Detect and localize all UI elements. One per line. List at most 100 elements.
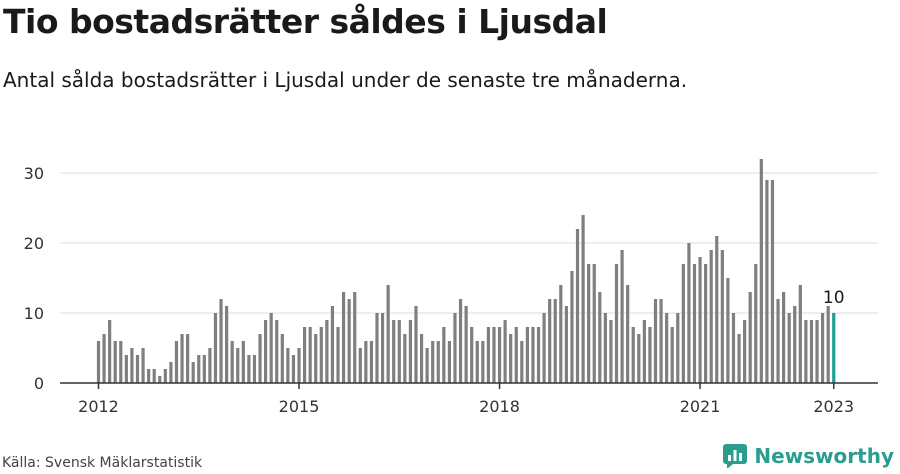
bar	[353, 292, 357, 383]
bar	[280, 334, 284, 383]
bar	[809, 320, 814, 383]
x-tick-label: 2018	[479, 397, 520, 416]
bar	[536, 327, 541, 383]
x-tick-label: 2021	[680, 397, 721, 416]
x-tick-label: 2015	[279, 397, 320, 416]
bar	[520, 341, 524, 383]
bar	[665, 313, 669, 383]
newsworthy-logo-icon	[723, 444, 748, 468]
bar	[709, 250, 713, 383]
bar	[102, 334, 106, 383]
bar	[442, 327, 446, 383]
bar	[826, 306, 830, 383]
bar	[96, 341, 101, 383]
bar	[141, 348, 145, 383]
bar	[369, 341, 374, 383]
bar	[431, 341, 435, 383]
bar	[592, 264, 596, 383]
bar	[180, 334, 184, 383]
bar	[754, 264, 758, 383]
bar	[458, 299, 463, 383]
bar	[793, 306, 797, 383]
bar	[720, 250, 724, 383]
bar	[291, 355, 296, 383]
highlight-value-label: 10	[823, 288, 845, 308]
bar	[419, 334, 424, 383]
bar	[286, 348, 290, 383]
bar	[770, 180, 775, 383]
highlight-bar	[832, 313, 836, 383]
y-tick-label: 10	[24, 304, 44, 323]
bar	[575, 229, 580, 383]
bar	[113, 341, 117, 383]
bar	[548, 299, 552, 383]
bar	[186, 334, 190, 383]
bar	[614, 264, 619, 383]
bar	[481, 341, 485, 383]
bar	[325, 320, 329, 383]
bar	[124, 355, 128, 383]
bar	[169, 362, 173, 383]
bar	[821, 313, 825, 383]
bar	[782, 292, 786, 383]
bar	[570, 271, 574, 383]
bar	[302, 327, 307, 383]
bar	[553, 299, 557, 383]
bar	[347, 299, 351, 383]
brand-name: Newsworthy	[754, 444, 894, 468]
bar	[659, 299, 663, 383]
bar	[486, 327, 490, 383]
bar	[269, 313, 273, 383]
x-tick-label: 2012	[78, 397, 119, 416]
chart-title: Tio bostadsrätter såldes i Ljusdal	[3, 2, 608, 41]
bar	[653, 299, 658, 383]
bar	[364, 341, 368, 383]
bar	[704, 264, 708, 383]
bar	[341, 292, 346, 383]
bar	[408, 320, 413, 383]
bar	[386, 285, 390, 383]
bar	[453, 313, 457, 383]
bar	[163, 369, 167, 383]
bar	[252, 355, 257, 383]
bar	[531, 327, 535, 383]
bar	[130, 348, 134, 383]
bar	[358, 348, 362, 383]
bars	[96, 159, 836, 383]
bar	[676, 313, 680, 383]
bar	[264, 320, 268, 383]
bar	[603, 313, 607, 383]
bar	[542, 313, 546, 383]
bar	[514, 327, 518, 383]
bar	[503, 320, 507, 383]
axes	[60, 382, 878, 389]
bar	[135, 355, 140, 383]
bar	[108, 320, 112, 383]
bar	[687, 243, 691, 383]
bar	[492, 327, 496, 383]
bar	[726, 278, 730, 383]
bar	[559, 285, 563, 383]
bar	[787, 313, 791, 383]
bar	[436, 341, 440, 383]
bar	[375, 313, 379, 383]
gridlines	[60, 172, 878, 314]
y-tick-label: 0	[34, 374, 44, 393]
bar	[470, 327, 474, 383]
bar	[425, 348, 429, 383]
bar	[297, 348, 301, 383]
bar	[525, 327, 529, 383]
bar	[236, 348, 240, 383]
bar	[798, 285, 802, 383]
bar	[715, 236, 719, 383]
bar	[202, 355, 206, 383]
bar	[698, 257, 702, 383]
bar	[731, 313, 736, 383]
bar	[152, 369, 156, 383]
bar	[319, 327, 323, 383]
bar	[219, 299, 223, 383]
bar	[804, 320, 808, 383]
bar	[464, 306, 468, 383]
bar	[258, 334, 262, 383]
bar	[158, 376, 162, 383]
